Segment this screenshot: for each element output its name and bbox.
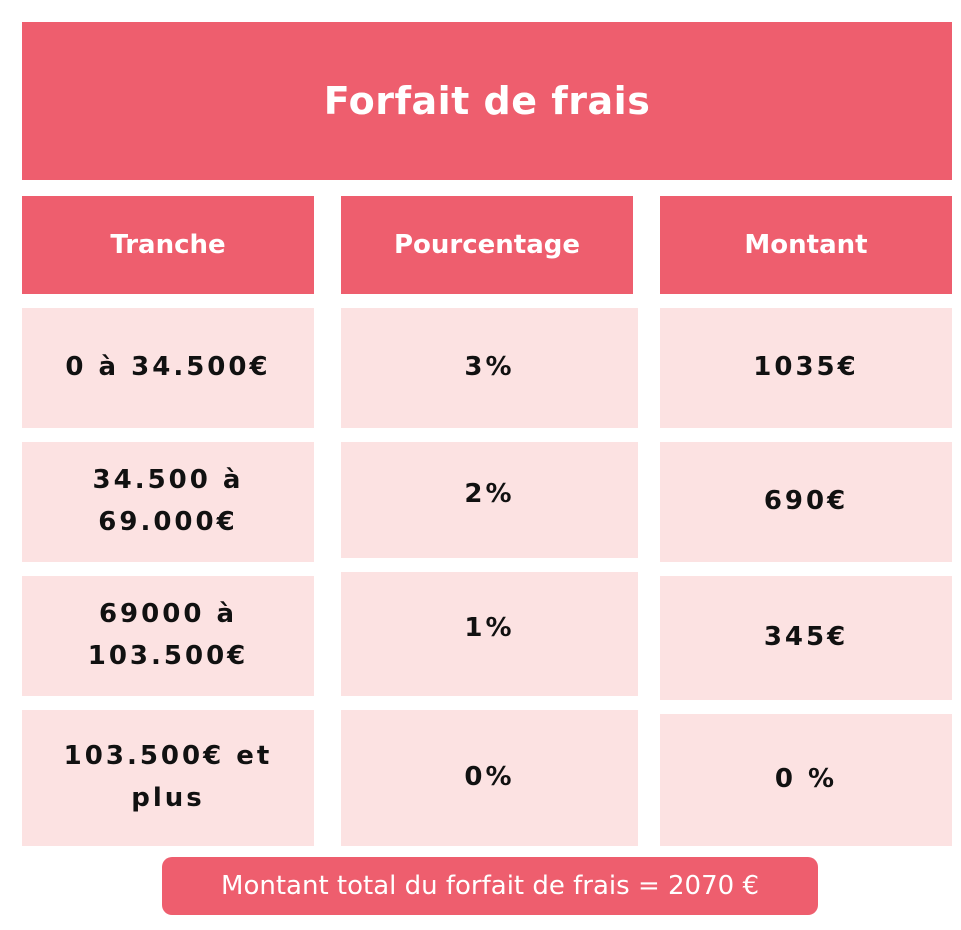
table-cell-tranche: 0 à 34.500€ xyxy=(22,308,314,428)
table-cell-tranche: 69000 à 103.500€ xyxy=(22,576,314,696)
table-cell-pourcentage: 2% xyxy=(341,442,638,558)
table-cell-tranche: 34.500 à 69.000€ xyxy=(22,442,314,562)
table-cell-montant: 1035€ xyxy=(660,308,952,428)
column-header-pourcentage: Pourcentage xyxy=(341,196,633,294)
table-cell-montant: 0 % xyxy=(660,714,952,846)
table-cell-montant: 345€ xyxy=(660,576,952,700)
column-header-tranche: Tranche xyxy=(22,196,314,294)
table-cell-montant: 690€ xyxy=(660,442,952,562)
column-header-montant: Montant xyxy=(660,196,952,294)
page-title: Forfait de frais xyxy=(323,79,651,123)
title-banner: Forfait de frais xyxy=(22,22,952,180)
table-cell-pourcentage: 3% xyxy=(341,308,638,428)
total-summary-badge: Montant total du forfait de frais = 2070… xyxy=(162,857,818,915)
table-cell-pourcentage: 0% xyxy=(341,710,638,846)
table-cell-tranche: 103.500€ et plus xyxy=(22,710,314,846)
table-cell-pourcentage: 1% xyxy=(341,572,638,696)
